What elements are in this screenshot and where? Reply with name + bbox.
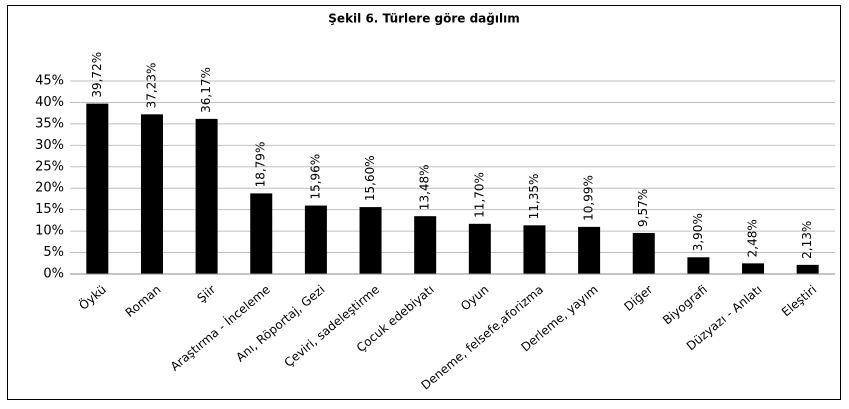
- y-tick-label: 30%: [35, 138, 64, 153]
- bar: [632, 232, 655, 274]
- chart-title: Şekil 6. Türlere göre dağılım: [328, 12, 519, 26]
- bar: [195, 118, 218, 275]
- y-tick-label: 45%: [35, 74, 64, 89]
- value-label: 2,13%: [800, 221, 814, 259]
- value-label: 3,90%: [691, 213, 705, 251]
- bar: [796, 264, 819, 274]
- bar: [304, 205, 327, 274]
- value-label: 15,96%: [308, 154, 322, 200]
- value-label: 11,35%: [527, 174, 541, 220]
- y-tick-label: 35%: [35, 116, 64, 131]
- bar: [742, 263, 765, 274]
- value-label: 18,79%: [254, 142, 268, 188]
- y-tick-label: 20%: [35, 181, 64, 196]
- value-label: 10,99%: [582, 175, 596, 221]
- bar: [468, 223, 491, 274]
- y-tick-label: 10%: [35, 224, 64, 239]
- bar: [687, 257, 710, 274]
- value-label: 36,17%: [199, 67, 213, 113]
- bar: [250, 193, 273, 274]
- y-tick-label: 40%: [35, 95, 64, 110]
- bar: [414, 216, 437, 274]
- bar: [359, 207, 382, 274]
- value-label: 37,23%: [144, 63, 158, 109]
- y-tick-label: 0%: [43, 267, 64, 282]
- bar: [140, 114, 163, 274]
- value-label: 39,72%: [90, 52, 104, 98]
- bar: [578, 226, 601, 274]
- y-tick-label: 15%: [35, 202, 64, 217]
- value-label: 2,48%: [746, 219, 760, 257]
- value-label: 13,48%: [418, 164, 432, 210]
- y-tick-label: 25%: [35, 159, 64, 174]
- bar: [86, 103, 109, 275]
- value-label: 11,70%: [472, 172, 486, 218]
- bar: [523, 225, 546, 274]
- y-tick-label: 5%: [43, 245, 64, 260]
- value-label: 15,60%: [363, 155, 377, 201]
- value-label: 9,57%: [636, 189, 650, 227]
